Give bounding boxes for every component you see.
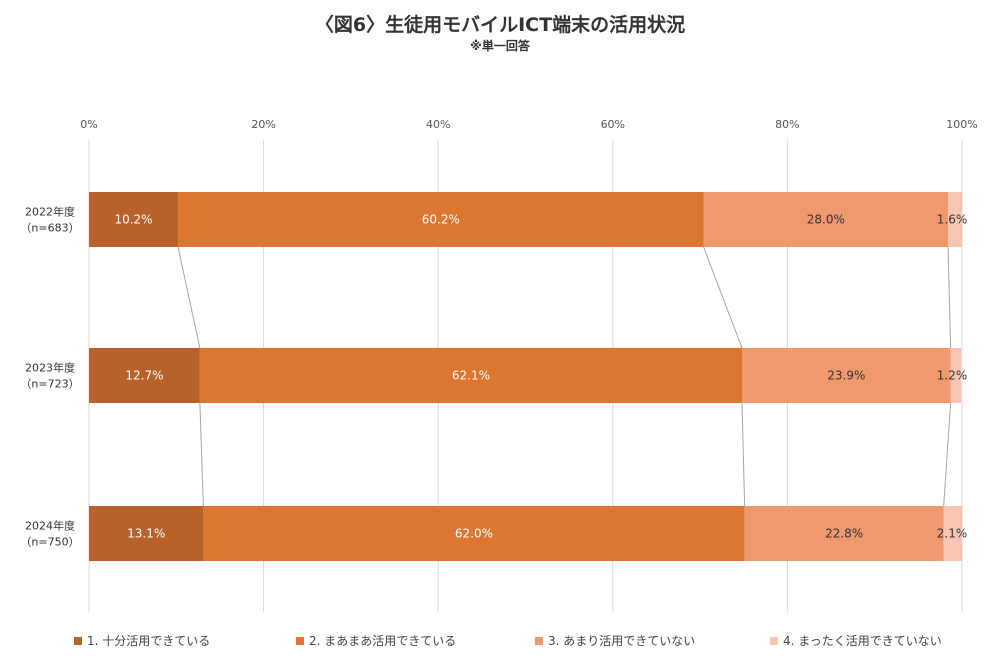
bar-segment (950, 348, 962, 403)
legend-item: 1. 十分活用できている (74, 632, 210, 649)
category-n-label: （n=750） (20, 536, 79, 549)
bar-segment (943, 506, 962, 561)
legend-swatch (296, 636, 304, 645)
legend-label: 3. あまり活用できていない (548, 634, 696, 648)
legend-item: 3. あまり活用できていない (535, 632, 695, 649)
connector-lines (177, 246, 952, 507)
data-label: 60.2% (422, 213, 460, 227)
chart-title: 〈図6〉生徒用モバイルICT端末の活用状況 (314, 14, 686, 36)
data-label: 13.1% (127, 527, 165, 541)
series-connector-line (703, 246, 743, 349)
legend: 1. 十分活用できている 2. まあまあ活用できている 3. あまり活用できていない… (0, 632, 1000, 656)
data-label: 62.1% (452, 369, 490, 383)
bar-segment (203, 506, 745, 561)
data-label: 28.0% (807, 213, 845, 227)
series-connector-line (177, 246, 201, 349)
bar-segment (178, 192, 704, 247)
series-connector-line (199, 402, 204, 507)
x-tick-label: 20% (251, 118, 275, 131)
data-labels: 10.2% 60.2% 28.0% 1.6% 12.7% 62.1% 23.9% 1.2% 13… (114, 213, 967, 541)
legend-item: 4. まったく活用できていない (770, 632, 942, 649)
data-label: 2.1% (937, 527, 968, 541)
bar-segment (742, 348, 951, 403)
legend-label: 1. 十分活用できている (87, 634, 211, 648)
x-tick-label: 40% (426, 118, 450, 131)
x-tick-label: 60% (601, 118, 625, 131)
x-axis-ticks: 0% 20% 40% 60% 80% 100% (80, 118, 977, 131)
x-tick-label: 80% (775, 118, 799, 131)
category-n-label: （n=723） (20, 378, 79, 391)
bars (89, 192, 962, 561)
legend-swatch (535, 636, 543, 645)
bar-segment (744, 506, 944, 561)
category-label: 2023年度 (25, 361, 75, 375)
legend-swatch (74, 636, 82, 645)
bar-segment (89, 506, 204, 561)
bar-segment (703, 192, 949, 247)
category-labels: 2022年度 （n=683） 2023年度 （n=723） 2024年度 （n=750） (20, 205, 79, 549)
data-label: 62.0% (455, 527, 493, 541)
bar-segment (199, 348, 743, 403)
x-tick-label: 0% (80, 118, 97, 131)
category-label: 2022年度 (25, 205, 75, 219)
category-n-label: （n=683） (20, 222, 79, 235)
bar-segment (89, 348, 200, 403)
legend-label: 2. まあまあ活用できている (309, 634, 457, 648)
series-connector-line (943, 402, 952, 507)
bar-segment (948, 192, 962, 247)
series-connector-line (947, 246, 952, 349)
data-label: 22.8% (825, 527, 863, 541)
stacked-bar-chart: 0% 20% 40% 60% 80% 100% 10.2% 60.2% 28.0% 1.6% 12… (20, 118, 978, 612)
legend-item: 2. まあまあ活用できている (296, 632, 456, 649)
category-label: 2024年度 (25, 519, 75, 533)
data-label: 12.7% (125, 369, 163, 383)
data-label: 1.2% (937, 369, 968, 383)
data-label: 1.6% (937, 213, 968, 227)
data-label: 23.9% (827, 369, 865, 383)
series-connector-line (741, 402, 746, 507)
legend-swatch (770, 636, 778, 645)
data-label: 10.2% (114, 213, 152, 227)
x-tick-label: 100% (946, 118, 977, 131)
bar-segment (89, 192, 179, 247)
legend-label: 4. まったく活用できていない (783, 634, 942, 648)
chart-subtitle: ※単一回答 (470, 39, 530, 53)
